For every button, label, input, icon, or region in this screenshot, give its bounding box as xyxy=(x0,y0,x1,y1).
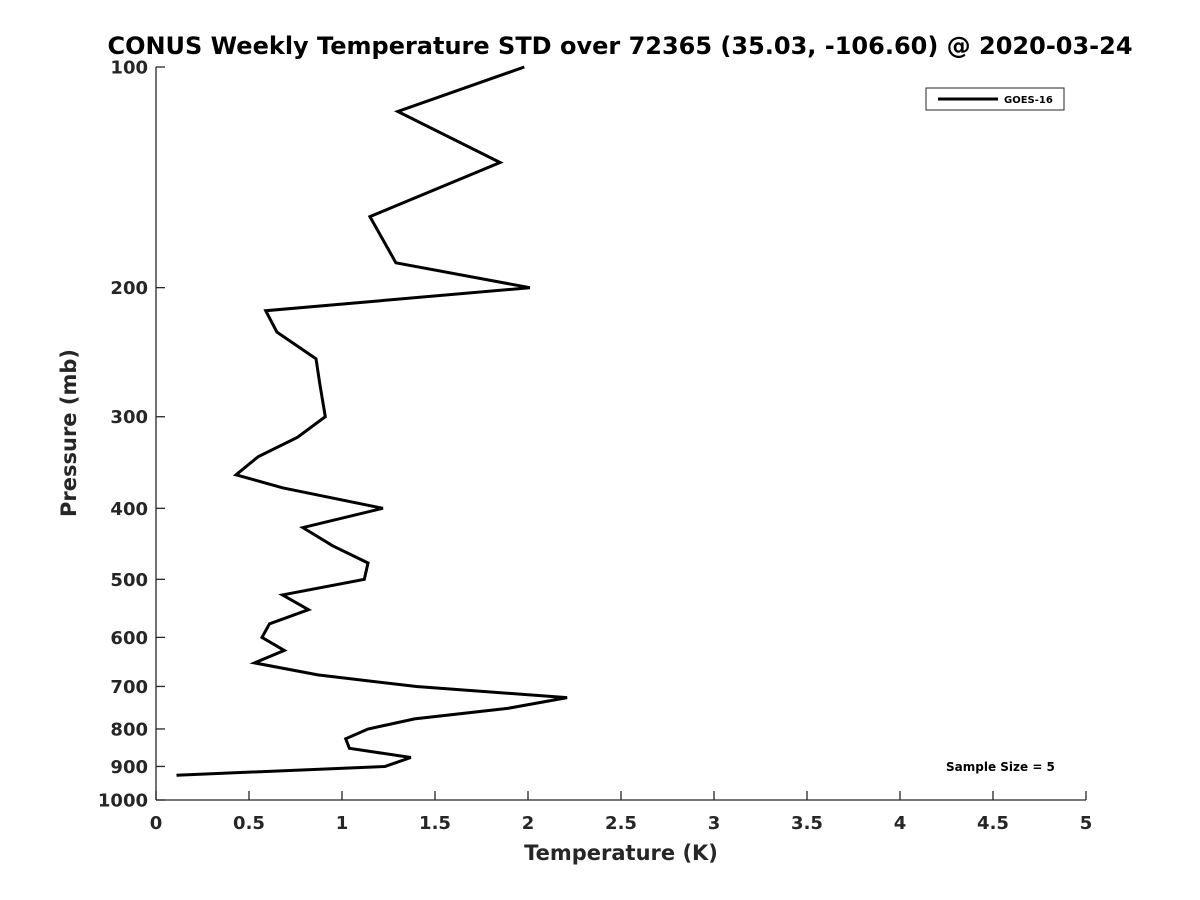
x-tick-label: 0 xyxy=(150,813,163,834)
y-ticks: 100 200 300 400 500 600 700 800 900 1000 xyxy=(98,58,165,812)
y-tick-label: 700 xyxy=(110,677,148,698)
y-tick-label: 600 xyxy=(110,628,148,649)
chart-title: CONUS Weekly Temperature STD over 72365 … xyxy=(107,32,1132,60)
y-tick-label: 500 xyxy=(110,570,148,591)
x-tick-label: 1 xyxy=(336,813,349,834)
x-axis-label: Temperature (K) xyxy=(524,841,718,865)
legend: GOES-16 xyxy=(925,87,1065,111)
x-tick-label: 4.5 xyxy=(977,813,1009,834)
y-tick-label: 900 xyxy=(110,757,148,778)
x-tick-label: 3.5 xyxy=(791,813,823,834)
y-tick-label: 300 xyxy=(110,407,148,428)
x-tick-label: 0.5 xyxy=(233,813,265,834)
series-line-0 xyxy=(176,65,568,777)
y-tick-label: 1000 xyxy=(98,791,148,812)
y-axis-label: Pressure (mb) xyxy=(57,349,81,517)
series-layer xyxy=(176,65,568,777)
x-tick-label: 3 xyxy=(708,813,721,834)
x-tick-label: 4 xyxy=(894,813,907,834)
x-tick-label: 5 xyxy=(1080,813,1093,834)
x-tick-label: 2 xyxy=(522,813,535,834)
y-tick-label: 800 xyxy=(110,719,148,740)
x-tick-label: 2.5 xyxy=(605,813,637,834)
y-tick-label: 100 xyxy=(110,58,148,79)
x-ticks: 0 0.5 1 1.5 2 2.5 3 3.5 4 4.5 5 xyxy=(150,791,1093,834)
y-tick-label: 200 xyxy=(110,278,148,299)
sample-size-annotation: Sample Size = 5 xyxy=(946,760,1055,774)
x-tick-label: 1.5 xyxy=(419,813,451,834)
legend-label: GOES-16 xyxy=(1004,95,1053,106)
y-tick-label: 400 xyxy=(110,499,148,520)
